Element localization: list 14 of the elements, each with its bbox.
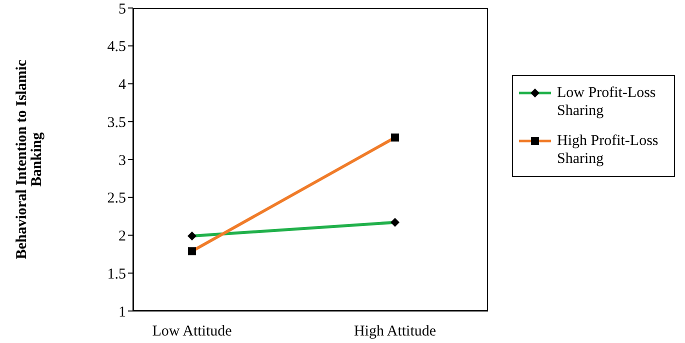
y-tick-label: 3.5 (107, 114, 126, 131)
y-tick-label: 4 (118, 77, 126, 94)
y-tick-label: 1.5 (107, 266, 126, 282)
legend-label: High Profit-Loss Sharing (557, 132, 660, 168)
y-tick-label: 5 (118, 1, 126, 18)
y-tick-label: 2 (118, 228, 126, 245)
y-tick-label: 1 (118, 304, 126, 320)
y-tick-label: 3 (118, 152, 126, 169)
y-tick-label: 4.5 (107, 39, 126, 56)
x-tick-label: High Attitude (354, 324, 436, 340)
legend-label: Low Profit-Loss Sharing (557, 84, 657, 120)
y-tick-label: 2.5 (107, 190, 126, 207)
y-axis-title: Behavioral Intention to Islamic Banking (14, 59, 45, 260)
x-tick-label: Low Attitude (152, 324, 232, 340)
